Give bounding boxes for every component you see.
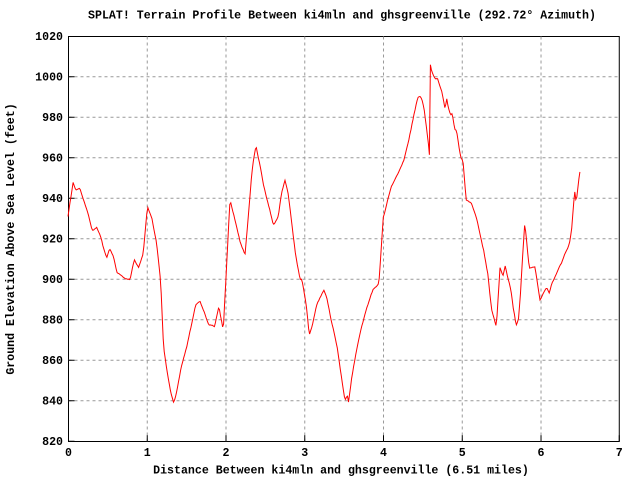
svg-text:820: 820 — [42, 436, 63, 449]
svg-text:980: 980 — [42, 112, 63, 125]
svg-text:5: 5 — [459, 447, 466, 460]
svg-text:0: 0 — [65, 447, 72, 460]
svg-text:880: 880 — [42, 315, 63, 328]
svg-text:7: 7 — [616, 447, 623, 460]
svg-text:3: 3 — [301, 447, 308, 460]
svg-text:SPLAT! Terrain Profile Between: SPLAT! Terrain Profile Between ki4mln an… — [88, 10, 596, 23]
svg-text:4: 4 — [380, 447, 387, 460]
svg-text:1: 1 — [144, 447, 151, 460]
svg-text:940: 940 — [42, 193, 63, 206]
svg-text:860: 860 — [42, 355, 63, 368]
svg-text:900: 900 — [42, 274, 63, 287]
svg-text:840: 840 — [42, 396, 63, 409]
svg-text:Ground Elevation Above Sea Lev: Ground Elevation Above Sea Level (feet) — [5, 103, 18, 374]
svg-text:1000: 1000 — [35, 72, 63, 85]
svg-text:6: 6 — [538, 447, 545, 460]
svg-text:1020: 1020 — [35, 31, 63, 44]
svg-text:2: 2 — [223, 447, 230, 460]
svg-text:960: 960 — [42, 153, 63, 166]
svg-text:920: 920 — [42, 234, 63, 247]
svg-text:Distance Between ki4mln and gh: Distance Between ki4mln and ghsgreenvill… — [153, 465, 529, 478]
